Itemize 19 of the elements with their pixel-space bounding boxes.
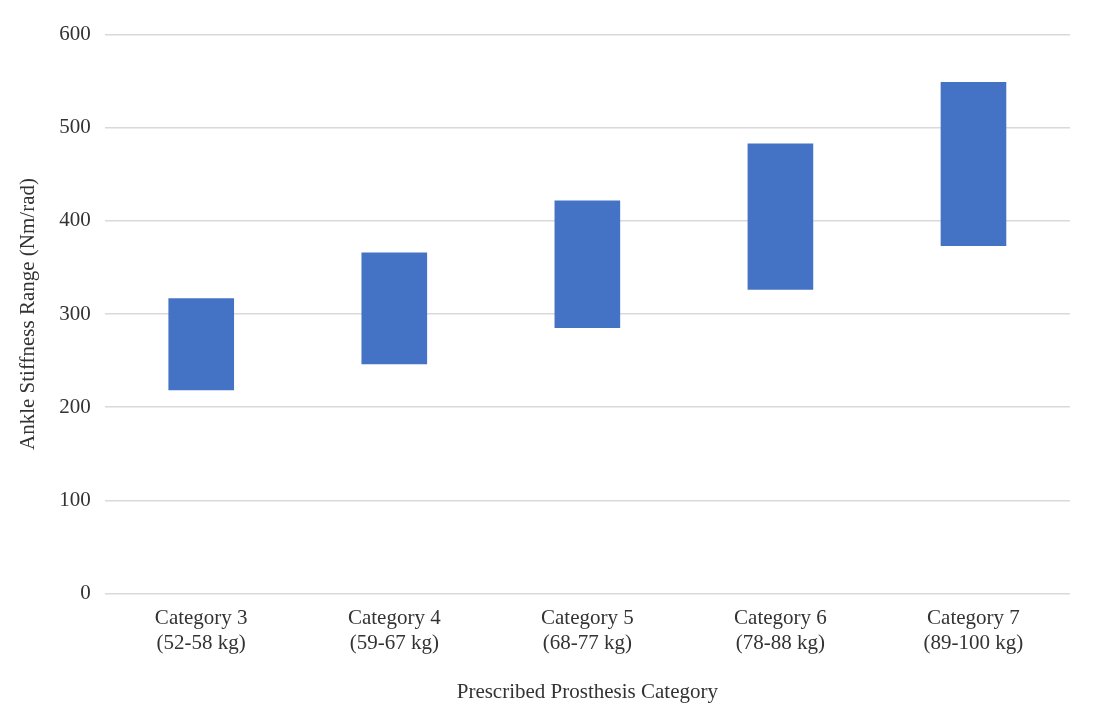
x-tick-label: Category 6 (78-88 kg) [734, 604, 827, 654]
x-tick-label: Category 7 (89-100 kg) [923, 604, 1024, 654]
y-tick-label: 100 [59, 486, 91, 511]
bar [361, 252, 428, 365]
y-tick-label: 0 [80, 579, 91, 604]
bar [554, 200, 621, 328]
y-tick-label: 500 [59, 114, 91, 139]
x-tick-label: Category 4 (59-67 kg) [347, 604, 442, 654]
y-tick-label: 600 [59, 21, 91, 46]
y-axis-title: Ankle Stiffness Range (Nm/rad) [15, 178, 40, 450]
x-axis-title: Prescribed Prosthesis Category [456, 678, 719, 703]
bar [168, 298, 235, 391]
y-tick-label: 400 [59, 207, 91, 232]
x-tick-label: Category 3 (52-58 kg) [154, 604, 248, 654]
y-tick-label: 200 [59, 393, 91, 418]
bar [940, 82, 1007, 247]
bar [747, 143, 814, 290]
x-tick-label: Category 5 (68-77 kg) [540, 604, 634, 654]
y-tick-label: 300 [59, 300, 91, 325]
